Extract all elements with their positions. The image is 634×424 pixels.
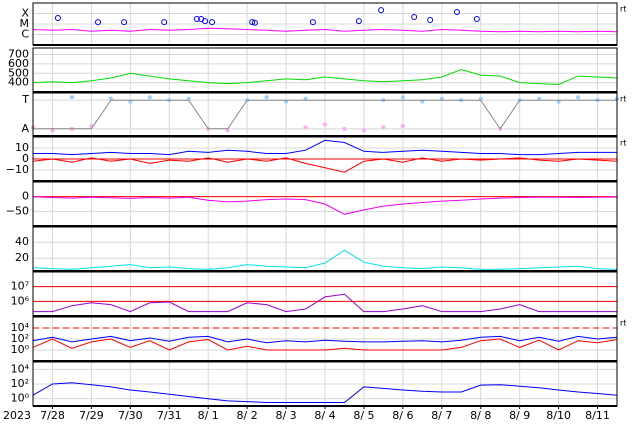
y-tick-label: 500 xyxy=(8,66,29,79)
data-dot xyxy=(361,128,366,133)
y-tick-label: 10⁰ xyxy=(11,392,30,405)
y-tick-label: M xyxy=(20,17,30,30)
x-tick-label: 8/ 3 xyxy=(275,409,296,422)
y-tick-label: 20 xyxy=(15,251,29,264)
x-tick-label: 8/ 5 xyxy=(353,409,374,422)
data-dot xyxy=(381,125,386,130)
event-marker xyxy=(453,8,460,15)
x-tick-label: 7/30 xyxy=(118,409,143,422)
event-marker xyxy=(411,13,418,20)
x-tick-label: 8/ 7 xyxy=(431,409,452,422)
x-tick-label: 7/28 xyxy=(40,409,65,422)
y-tick-label: C xyxy=(21,28,29,41)
x-tick-label: 8/11 xyxy=(585,409,610,422)
event-marker xyxy=(54,15,61,22)
corner-label: rt xyxy=(620,5,626,14)
y-tick-label: −50 xyxy=(6,204,29,217)
corner-label: rt xyxy=(620,139,626,148)
y-tick-label: 0 xyxy=(22,152,29,165)
x-tick-label: 8/ 6 xyxy=(392,409,413,422)
y-tick-label: 400 xyxy=(8,76,29,89)
data-dot xyxy=(323,122,327,127)
data-dot xyxy=(303,125,308,130)
y-tick-label: 10⁶ xyxy=(11,294,30,307)
event-marker xyxy=(121,19,128,26)
event-marker xyxy=(473,15,480,22)
y-tick-label: 600 xyxy=(8,57,29,70)
series-line xyxy=(32,68,618,86)
series-line xyxy=(33,139,617,156)
event-marker xyxy=(209,19,216,26)
event-marker xyxy=(249,19,256,26)
data-dot xyxy=(576,95,581,100)
y-tick-label: 10² xyxy=(11,377,29,390)
event-marker xyxy=(251,19,258,26)
event-marker xyxy=(427,17,434,24)
y-tick-label: 10⁴ xyxy=(11,321,30,334)
data-dot xyxy=(69,95,74,100)
series-line xyxy=(32,382,618,403)
series-line xyxy=(32,196,618,215)
series-line xyxy=(32,27,618,33)
x-tick-label: 8/ 9 xyxy=(509,409,530,422)
y-tick-label: 10⁷ xyxy=(11,280,29,293)
series-line xyxy=(32,249,618,270)
x-tick-label: 8/ 2 xyxy=(237,409,258,422)
series-line xyxy=(32,157,618,173)
series-line xyxy=(33,99,617,130)
x-tick-label: 7/29 xyxy=(79,409,104,422)
event-marker xyxy=(193,15,200,22)
data-dot xyxy=(342,126,347,131)
y-tick-label: 10² xyxy=(11,332,29,345)
x-tick-label: 8/ 1 xyxy=(198,409,219,422)
y-tick-label: 0 xyxy=(22,190,29,203)
y-tick-label: X xyxy=(21,7,29,20)
x-tick-label: 8/10 xyxy=(546,409,571,422)
corner-label: rt xyxy=(620,319,626,328)
series-line xyxy=(33,293,617,313)
data-dot xyxy=(147,95,152,100)
y-tick-label: 700 xyxy=(8,48,29,61)
corner-label: rt xyxy=(620,95,626,104)
series-line xyxy=(32,335,618,344)
event-marker xyxy=(95,19,102,26)
series-line xyxy=(32,338,618,351)
event-marker xyxy=(355,18,362,25)
y-tick-label: 10 xyxy=(15,141,29,154)
event-marker xyxy=(378,7,385,14)
event-marker xyxy=(161,19,168,26)
year-label: 2023 xyxy=(3,409,31,422)
y-tick-label: T xyxy=(21,93,29,106)
y-tick-label: −10 xyxy=(6,163,29,176)
data-dot xyxy=(264,95,269,100)
y-tick-label: 10⁴ xyxy=(11,362,30,375)
event-marker xyxy=(202,18,209,25)
event-marker xyxy=(309,19,316,26)
y-tick-label: 40 xyxy=(15,235,29,248)
data-dot xyxy=(400,95,405,100)
data-dot xyxy=(400,123,405,128)
y-tick-label: A xyxy=(21,122,29,135)
y-tick-label: 10⁰ xyxy=(11,343,30,356)
x-tick-label: 8/ 8 xyxy=(470,409,491,422)
x-tick-label: 7/31 xyxy=(157,409,182,422)
x-tick-label: 8/ 4 xyxy=(314,409,335,422)
